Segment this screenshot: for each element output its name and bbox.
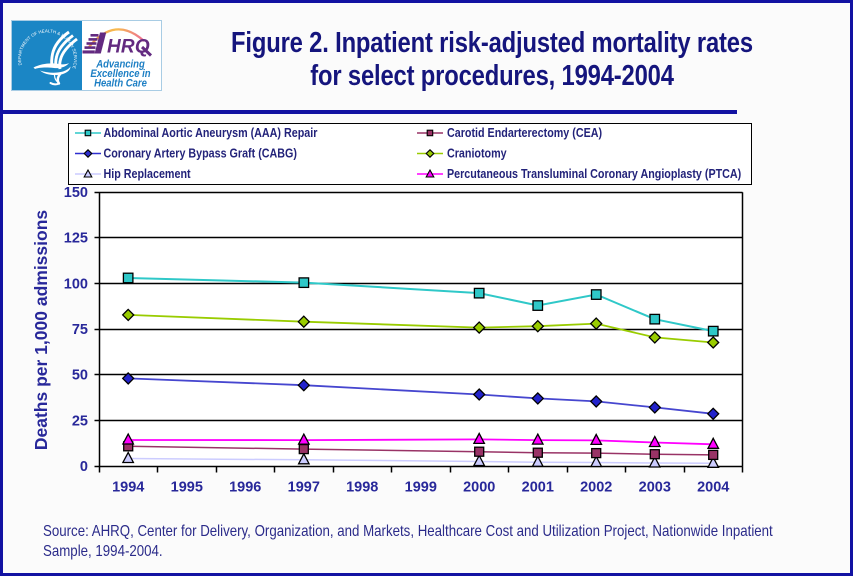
svg-text:0: 0: [80, 459, 88, 475]
svg-text:100: 100: [64, 276, 88, 292]
svg-text:150: 150: [64, 185, 88, 201]
svg-text:2001: 2001: [522, 480, 554, 496]
svg-text:2000: 2000: [463, 480, 495, 496]
svg-text:25: 25: [72, 413, 88, 429]
svg-text:1998: 1998: [346, 480, 378, 496]
svg-text:1994: 1994: [112, 480, 144, 496]
svg-text:50: 50: [72, 368, 88, 384]
svg-text:HRQ: HRQ: [107, 36, 150, 57]
svg-text:Advancing: Advancing: [95, 59, 145, 71]
svg-text:Hip Replacement: Hip Replacement: [104, 167, 191, 181]
svg-text:Craniotomy: Craniotomy: [447, 147, 507, 161]
svg-text:Deaths per 1,000 admissions: Deaths per 1,000 admissions: [31, 210, 51, 451]
svg-text:Coronary Artery Bypass Graft (: Coronary Artery Bypass Graft (CABG): [104, 147, 298, 161]
svg-text:Health Care: Health Care: [94, 78, 147, 90]
svg-text:Abdominal Aortic Aneurysm (AAA: Abdominal Aortic Aneurysm (AAA) Repair: [104, 126, 318, 140]
svg-text:75: 75: [72, 322, 88, 338]
svg-text:2002: 2002: [580, 480, 612, 496]
svg-text:1996: 1996: [229, 480, 261, 496]
svg-text:1995: 1995: [171, 480, 203, 496]
svg-text:1999: 1999: [405, 480, 437, 496]
svg-text:125: 125: [64, 231, 88, 247]
svg-text:Excellence in: Excellence in: [90, 68, 150, 80]
svg-text:1997: 1997: [288, 480, 320, 496]
svg-text:2003: 2003: [639, 480, 671, 496]
svg-text:2004: 2004: [697, 480, 729, 496]
svg-text:Percutaneous Transluminal Coro: Percutaneous Transluminal Coronary Angio…: [447, 167, 741, 181]
svg-text:Carotid Endarterectomy (CEA): Carotid Endarterectomy (CEA): [447, 126, 602, 140]
